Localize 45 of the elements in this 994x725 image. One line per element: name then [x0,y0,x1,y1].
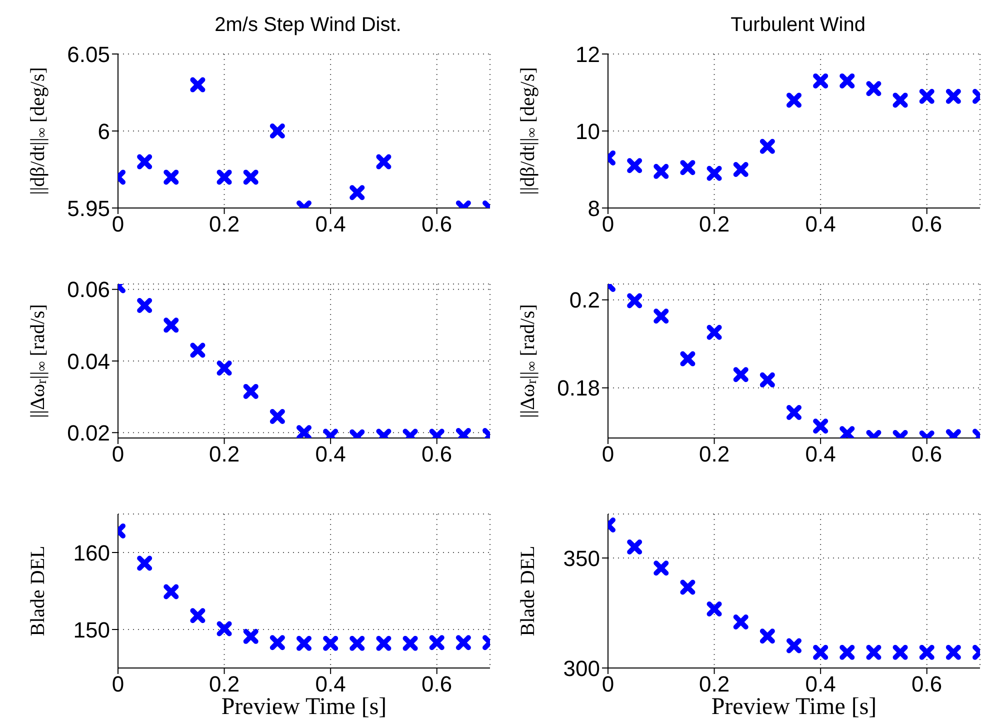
x-tick-label: 0 [602,212,614,237]
chart-title: Turbulent Wind [730,14,866,36]
x-tick-label: 0.6 [912,212,942,237]
y-tick-label: 350 [563,546,600,571]
x-tick-label: 0.6 [422,212,452,237]
x-tick-label: 0.4 [315,212,346,237]
y-tick-label: 10 [576,118,600,144]
y-tick-label: 6 [98,118,110,144]
x-tick-label: 0 [112,442,124,467]
y-tick-label: 150 [73,617,110,642]
x-tick-label: 0.2 [698,442,730,467]
y-tick-label: 8 [588,196,600,221]
y-tick-label: 6.05 [67,42,110,67]
y-axis-title: Blade DEL [516,546,539,636]
x-tick-label: 0.6 [422,672,452,697]
y-tick-label: 12 [576,42,600,67]
x-tick-label: 0.4 [805,212,836,237]
x-axis-title: Preview Time [s] [711,694,877,720]
x-tick-label: 0.4 [805,442,836,467]
x-tick-label: 0 [112,672,124,697]
chart-title: 2m/s Step Wind Dist. [214,14,402,36]
x-tick-label: 0.2 [208,212,240,237]
x-tick-label: 0.6 [912,442,942,467]
y-tick-label: 0.04 [67,348,110,374]
y-tick-label: 160 [73,540,110,566]
x-tick-label: 0.4 [805,672,836,697]
x-tick-label: 0 [602,442,614,467]
y-tick-label: 0.06 [67,277,110,302]
y-tick-label: 5.95 [67,196,110,221]
x-tick-label: 0.2 [208,672,240,697]
x-tick-label: 0.2 [698,212,730,237]
x-tick-label: 0.2 [208,442,240,467]
y-tick-label: 300 [563,656,600,681]
x-tick-label: 0 [602,672,614,697]
x-axis-title: Preview Time [s] [221,694,387,720]
y-axis-title: Blade DEL [26,546,49,636]
x-tick-label: 0.6 [422,442,452,467]
x-tick-label: 0.2 [698,672,730,697]
y-tick-label: 0.02 [67,420,110,446]
y-tick-label: 0.18 [557,376,600,401]
x-tick-label: 0.6 [912,672,942,697]
x-tick-label: 0 [112,212,124,237]
x-tick-label: 0.4 [315,442,346,467]
y-tick-label: 0.2 [569,288,600,313]
x-tick-label: 0.4 [315,672,346,697]
